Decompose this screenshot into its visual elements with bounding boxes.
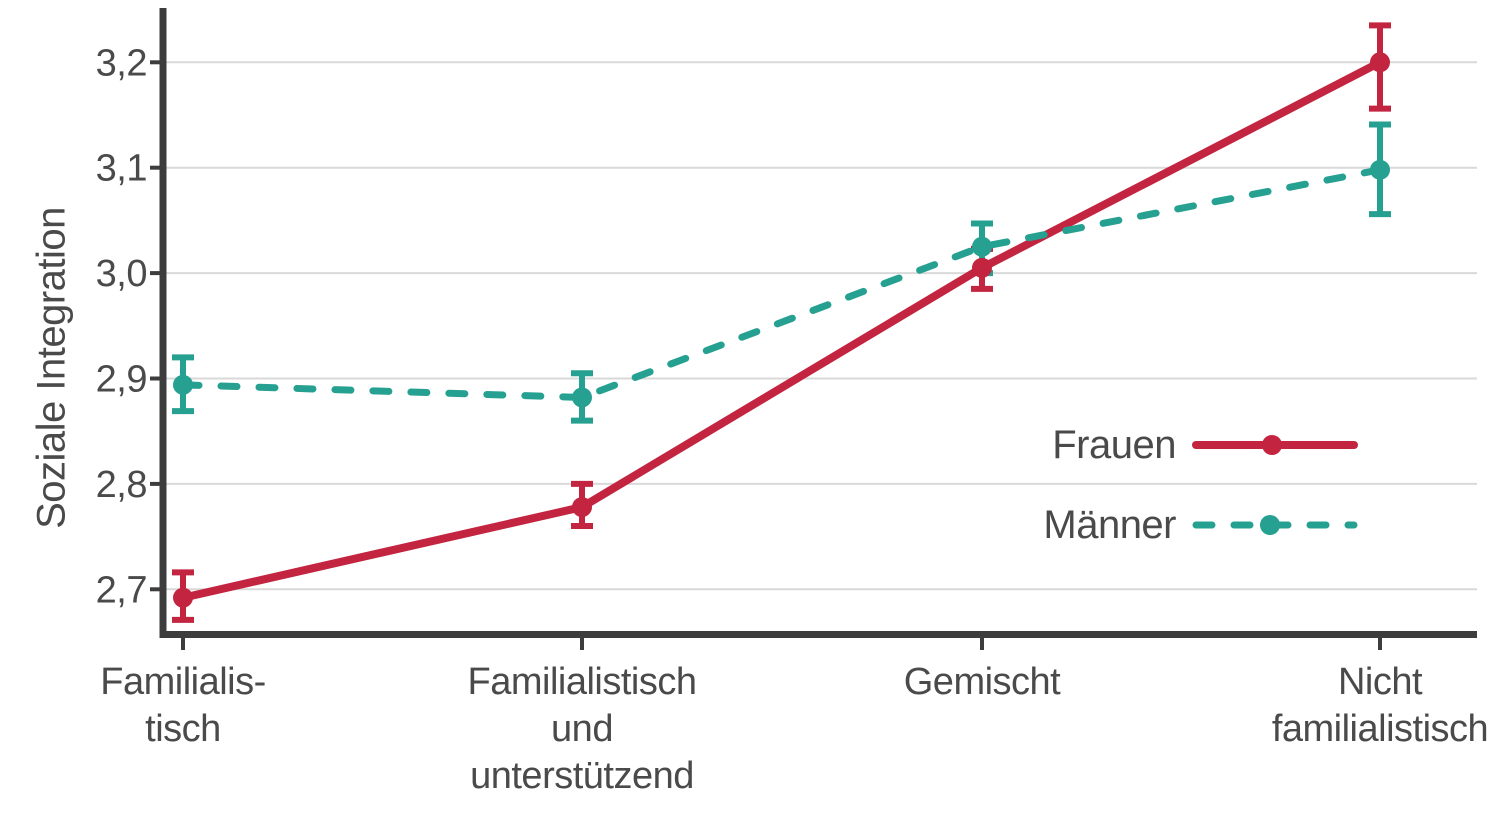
data-point	[572, 497, 592, 518]
legend-sample-frauen	[1192, 435, 1358, 455]
data-point	[1370, 52, 1390, 73]
y-axis-title: Soziale Integration	[29, 207, 74, 529]
data-point	[173, 374, 193, 395]
legend-sample-maenner	[1192, 515, 1358, 535]
data-point	[972, 236, 992, 257]
x-tick-label: Familialis-	[100, 661, 266, 703]
data-point	[1370, 159, 1390, 180]
y-tick-label: 3,0	[96, 253, 147, 295]
data-point	[572, 387, 592, 408]
legend-marker-maenner	[1260, 515, 1280, 535]
x-tick-label: tisch	[145, 708, 221, 750]
y-tick-label: 2,9	[96, 359, 147, 401]
series-line-maenner	[179, 166, 1384, 401]
y-tick-label: 2,8	[96, 464, 147, 506]
series-line-frauen	[179, 58, 1384, 602]
data-point	[972, 257, 992, 278]
legend-label-maenner: Männer	[1043, 502, 1176, 547]
data-point	[173, 587, 193, 608]
x-tick-label: Gemischt	[904, 661, 1061, 703]
y-tick-label: 2,7	[96, 569, 147, 611]
legend-item-maenner: Männer	[1043, 500, 1360, 550]
x-tick-label: und	[551, 708, 613, 750]
y-tick-label: 3,1	[96, 148, 147, 190]
x-tick-label: familialistisch	[1272, 708, 1488, 750]
legend-label-frauen: Frauen	[1052, 422, 1176, 467]
legend-item-frauen: Frauen	[1052, 420, 1360, 470]
y-tick-label: 3,2	[96, 42, 147, 84]
legend-marker-frauen	[1262, 435, 1282, 455]
x-tick-label: Nicht	[1338, 661, 1423, 703]
x-tick-label: unterstützend	[470, 755, 694, 797]
x-tick-label: Familialistisch	[468, 661, 697, 703]
